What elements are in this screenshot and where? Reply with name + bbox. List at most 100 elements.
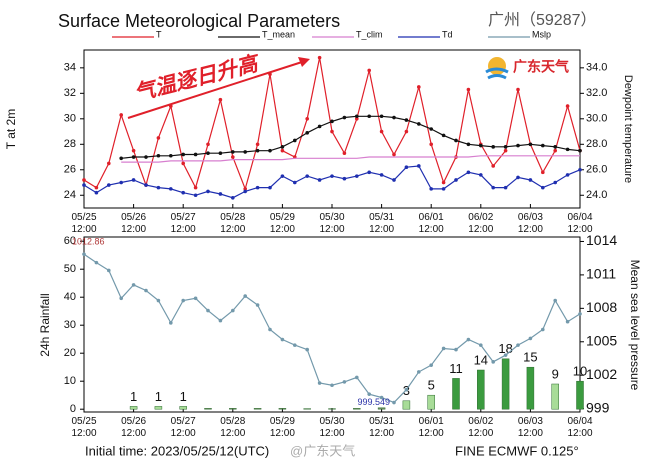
y-tick-label: 60	[64, 235, 76, 247]
y2-tick-label: 1002	[586, 366, 617, 382]
x-tick-label: 06/01 12:00	[419, 212, 444, 235]
y-tick-label: 0	[70, 403, 76, 415]
point	[255, 148, 260, 153]
x-tick-label: 06/03 12:00	[518, 416, 543, 439]
point	[144, 155, 148, 159]
point	[355, 114, 359, 119]
point	[305, 347, 310, 352]
point	[466, 87, 471, 92]
point	[429, 127, 434, 131]
x-tick-label: 06/04 12:00	[567, 416, 592, 439]
point	[342, 115, 347, 120]
x-tick-label: 05/26 12:00	[121, 416, 146, 439]
point	[317, 55, 322, 60]
point	[541, 170, 545, 175]
bar-label: 9	[552, 366, 559, 381]
point	[379, 173, 384, 177]
point	[367, 68, 372, 73]
point	[466, 337, 471, 342]
point	[417, 85, 421, 89]
point	[317, 381, 322, 385]
y-tick-label: 32	[64, 87, 76, 99]
point	[417, 164, 421, 168]
point	[553, 298, 557, 303]
bar	[477, 369, 485, 410]
bar-label: 5	[428, 378, 435, 393]
y-tick-label: 26	[64, 164, 76, 176]
point	[330, 174, 334, 178]
x-tick-label: 05/29 12:00	[270, 416, 295, 439]
bar	[229, 408, 237, 410]
point	[466, 170, 471, 175]
y-tick-label: 30	[64, 319, 76, 331]
point	[565, 104, 570, 108]
logo-icon	[485, 57, 509, 80]
point	[553, 180, 557, 185]
x-tick-label: 05/30 12:00	[319, 416, 344, 439]
x-tick-label: 06/03 12:00	[518, 212, 543, 235]
point	[131, 148, 136, 153]
x-tick-label: 05/30 12:00	[319, 212, 344, 235]
point	[565, 147, 570, 152]
legend-label: T_mean	[262, 29, 295, 39]
x-tick-label: 06/02 12:00	[468, 416, 493, 439]
point	[417, 122, 421, 126]
bar	[377, 407, 386, 410]
bar	[154, 406, 163, 410]
point	[82, 178, 86, 182]
point	[131, 178, 136, 182]
point	[479, 143, 483, 148]
point	[293, 343, 297, 347]
point	[479, 343, 483, 347]
point	[94, 260, 99, 265]
point	[342, 176, 347, 181]
point	[280, 148, 285, 153]
point	[193, 193, 198, 198]
point	[82, 183, 86, 187]
x-tick-label: 05/28 12:00	[220, 416, 245, 439]
point	[355, 117, 359, 121]
footer-right: FINE ECMWF 0.125°	[455, 443, 579, 458]
point	[578, 167, 582, 172]
point	[82, 252, 86, 256]
point	[193, 152, 198, 157]
point	[404, 387, 409, 392]
point	[441, 346, 446, 351]
point	[169, 187, 173, 191]
point	[293, 138, 297, 143]
point	[231, 155, 235, 159]
point	[379, 395, 384, 400]
point	[503, 353, 508, 357]
point	[119, 180, 123, 185]
point	[107, 161, 111, 166]
point	[528, 336, 533, 341]
point	[454, 347, 458, 352]
line-series	[121, 155, 580, 163]
line-series	[83, 165, 581, 199]
point	[181, 161, 185, 166]
bar-label: 1	[130, 389, 137, 404]
point	[541, 185, 545, 190]
point	[541, 143, 545, 148]
point	[144, 288, 148, 293]
y2-tick-label: 1005	[586, 332, 617, 348]
point	[330, 119, 334, 124]
point	[503, 148, 508, 153]
point	[131, 155, 136, 159]
point	[429, 187, 434, 191]
point	[218, 97, 223, 102]
point	[231, 308, 235, 313]
point	[503, 145, 508, 149]
point	[268, 327, 272, 332]
point	[379, 114, 384, 119]
trend-arrow	[127, 57, 310, 119]
value-label: 999.549	[357, 397, 390, 407]
x-tick-label: 06/01 12:00	[419, 416, 444, 439]
point	[243, 294, 247, 298]
y-tick-label: 50	[64, 263, 76, 275]
y-axis-label: 24h Rainfall	[38, 293, 52, 356]
point	[119, 156, 123, 161]
point	[218, 151, 223, 156]
x-tick-label: 06/04 12:00	[567, 212, 592, 235]
point	[578, 148, 582, 153]
